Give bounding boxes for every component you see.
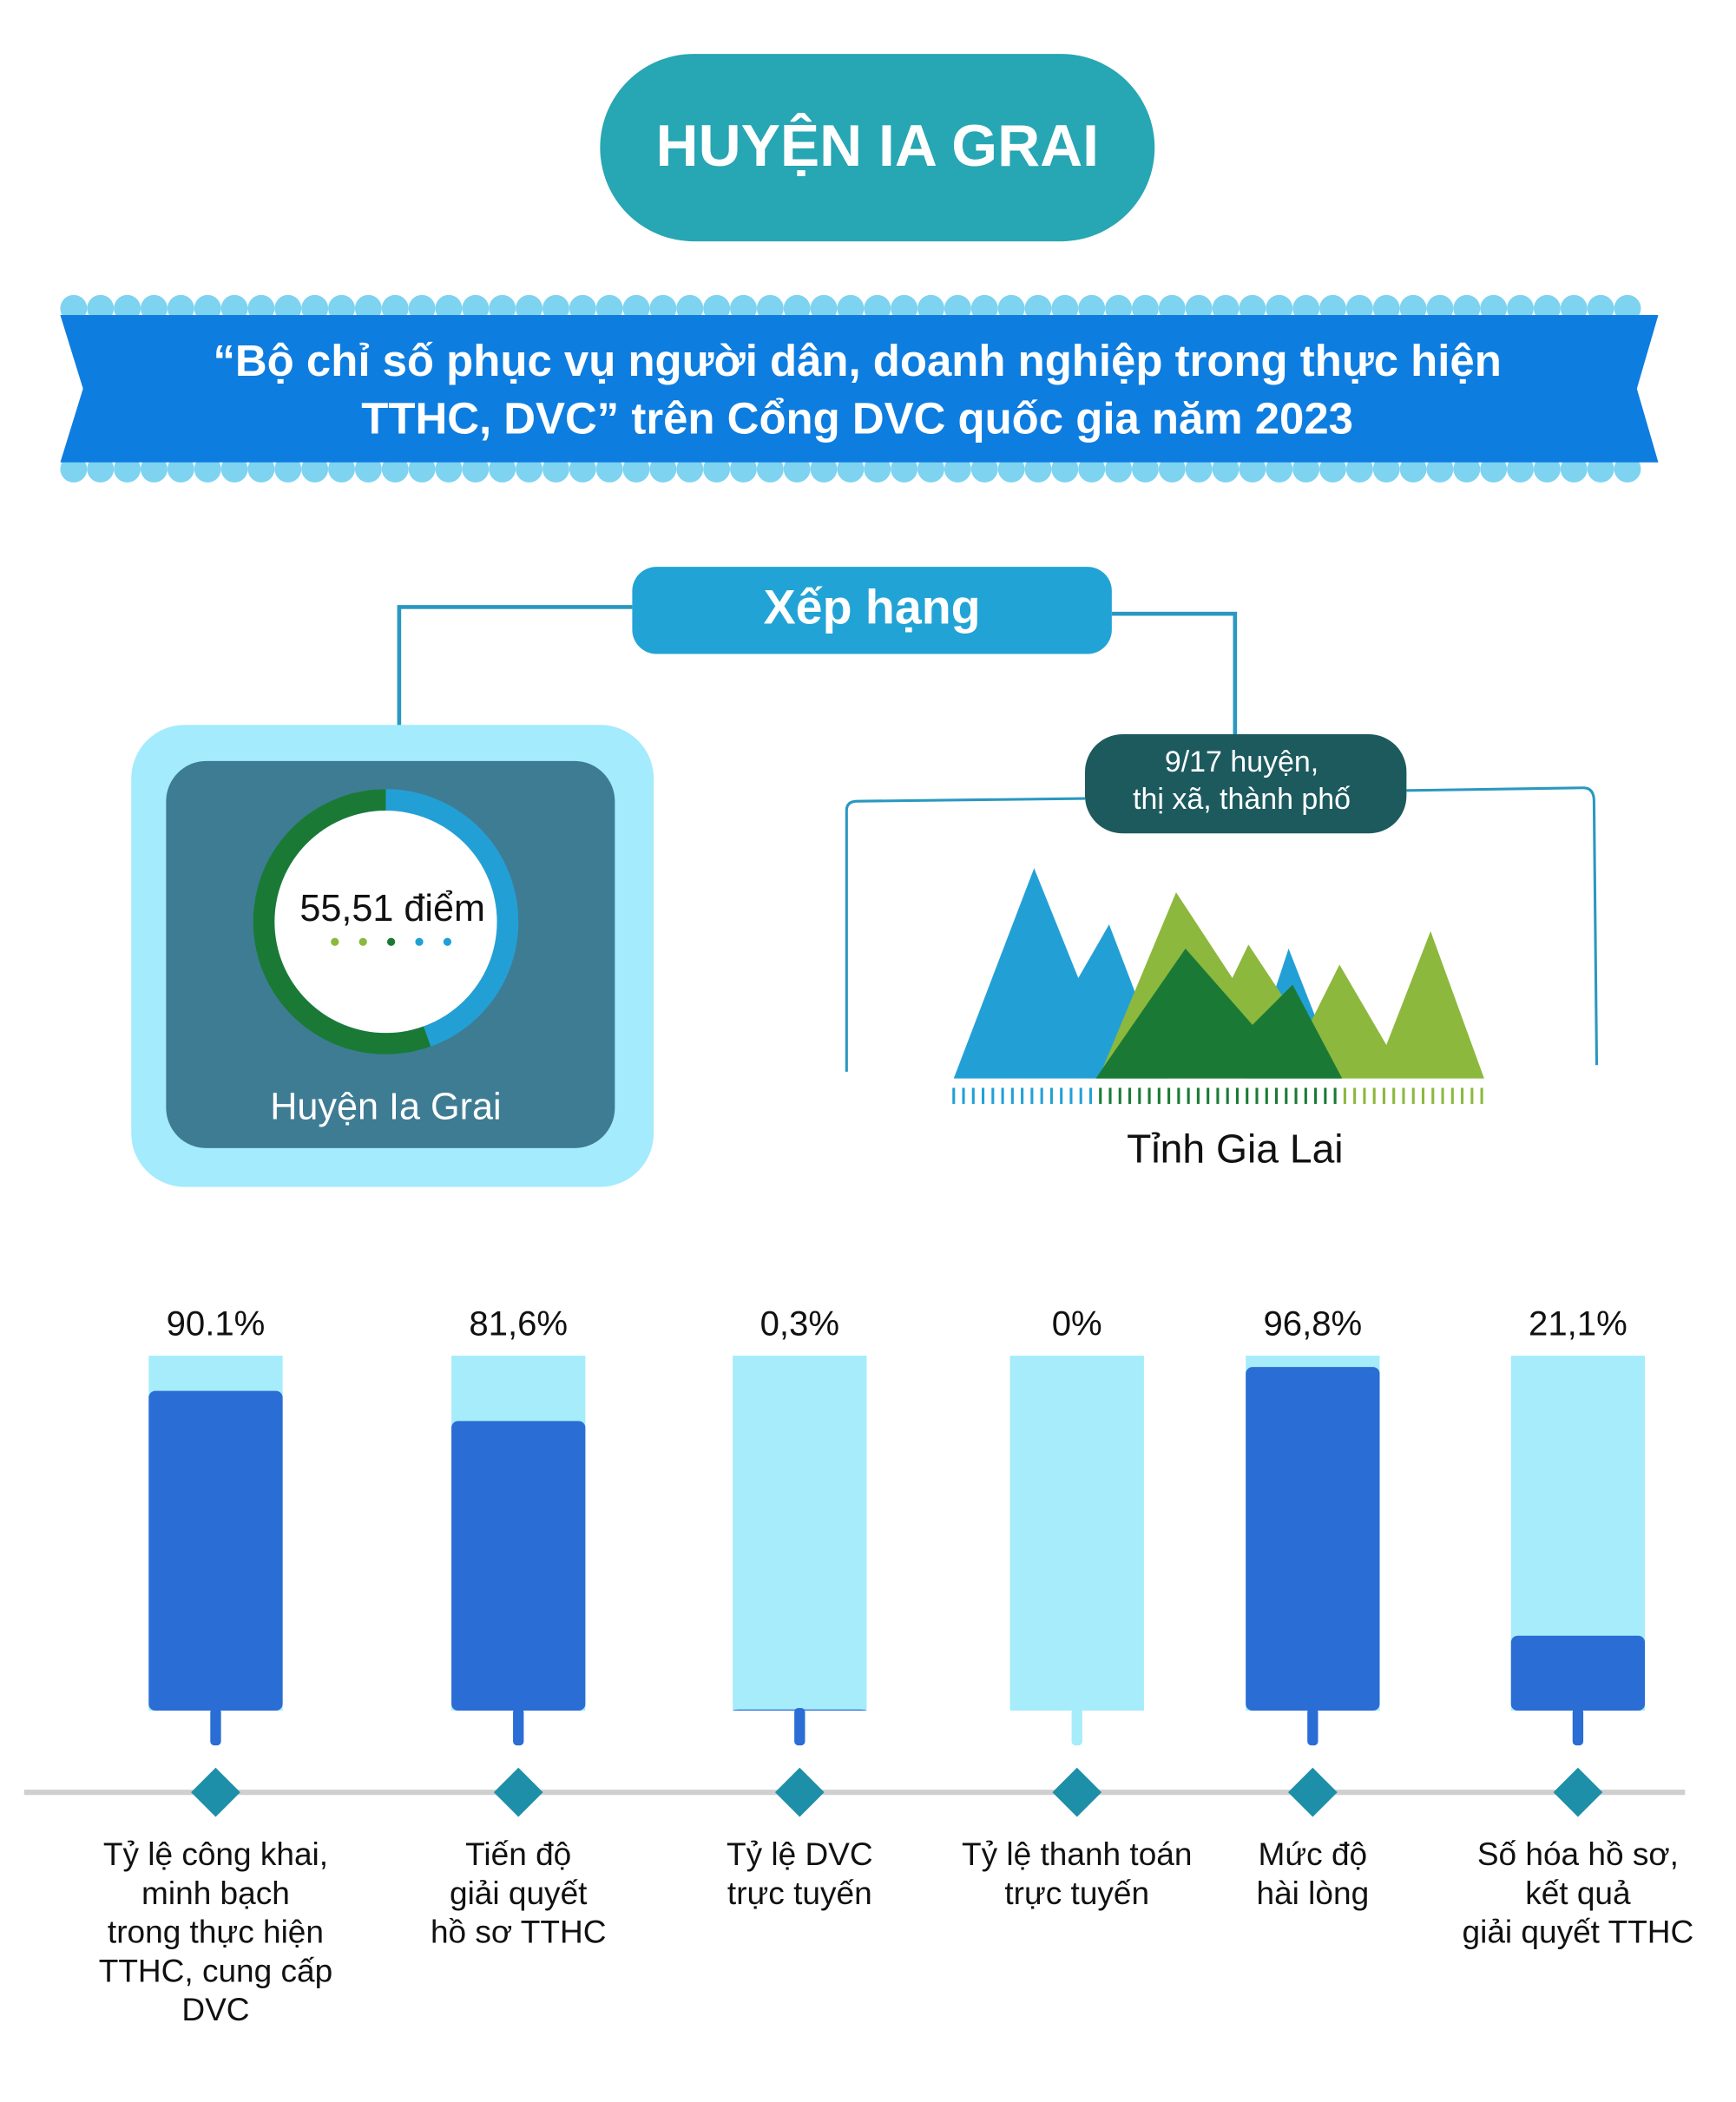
bar <box>451 1421 586 1711</box>
category-label: Tỷ lệ DVC trực tuyến <box>727 1836 873 1911</box>
ground-ticks <box>952 1087 1483 1104</box>
title-pill <box>600 54 1155 242</box>
value-label: 96,8% <box>1263 1304 1362 1343</box>
category-label: Tiến độ giải quyết hồ sơ TTHC <box>431 1836 607 1950</box>
category-label: Tỷ lệ thanh toán trực tuyến <box>962 1836 1192 1911</box>
province: Tỉnh Gia Lai <box>1127 1127 1344 1172</box>
rank-text: 9/17 huyện, thị xã, thành phố <box>1133 746 1351 816</box>
banner-ribbon <box>60 315 1659 463</box>
dot <box>443 937 452 946</box>
bracket <box>845 786 1599 1072</box>
dot <box>331 937 339 946</box>
rank-pill <box>632 567 1112 654</box>
bar <box>1510 1635 1646 1711</box>
value-label: 21,1% <box>1529 1304 1628 1343</box>
category-label: Mức độ hài lòng <box>1257 1836 1370 1911</box>
banner-text: “Bộ chỉ số phục vụ người dân, doanh nghi… <box>213 337 1501 443</box>
bar-stem <box>794 1707 806 1746</box>
mountain <box>953 868 1168 1079</box>
bar-track <box>733 1356 867 1711</box>
diamond <box>493 1767 543 1817</box>
value-label: 0,3% <box>760 1304 839 1343</box>
diamond <box>1052 1767 1102 1817</box>
bar-stem <box>513 1707 524 1746</box>
unit-name: Huyện Ia Grai <box>270 1087 501 1128</box>
bar-stem <box>1071 1707 1082 1746</box>
dot <box>358 937 367 946</box>
diamond <box>191 1767 240 1817</box>
rank-badge <box>1085 734 1407 834</box>
dot <box>386 937 396 946</box>
bar <box>1246 1367 1380 1711</box>
dot <box>415 937 424 946</box>
value-label: 90.1% <box>167 1304 266 1343</box>
score-ring <box>253 789 431 1054</box>
bar-stem <box>210 1707 221 1746</box>
connector <box>397 605 1238 761</box>
diamond <box>1553 1767 1603 1817</box>
ring-center <box>274 810 497 1034</box>
bar <box>148 1390 283 1711</box>
category-label: Tỷ lệ công khai, minh bạch trong thực hiện… <box>99 1836 332 2027</box>
bar-stem <box>1572 1707 1584 1746</box>
category-label: Số hóa hồ sơ, kết quả giải quyết TTHC <box>1463 1836 1694 1950</box>
rank-title: Xếp hạng <box>764 581 981 634</box>
value-label: 0% <box>1052 1304 1102 1343</box>
bar-stem <box>1307 1707 1318 1746</box>
value-label: 81,6% <box>469 1304 568 1343</box>
score-label: 55,51 điểm <box>299 888 485 929</box>
diamond <box>1287 1767 1338 1817</box>
mountain <box>1095 948 1343 1079</box>
bar-chart: 90.1% Tỷ lệ công khai, minh bạch trong thực… <box>99 1304 1694 2027</box>
bar-track <box>1009 1356 1144 1711</box>
title: HUYỆN IA GRAI <box>656 112 1099 179</box>
diamond <box>774 1767 825 1817</box>
